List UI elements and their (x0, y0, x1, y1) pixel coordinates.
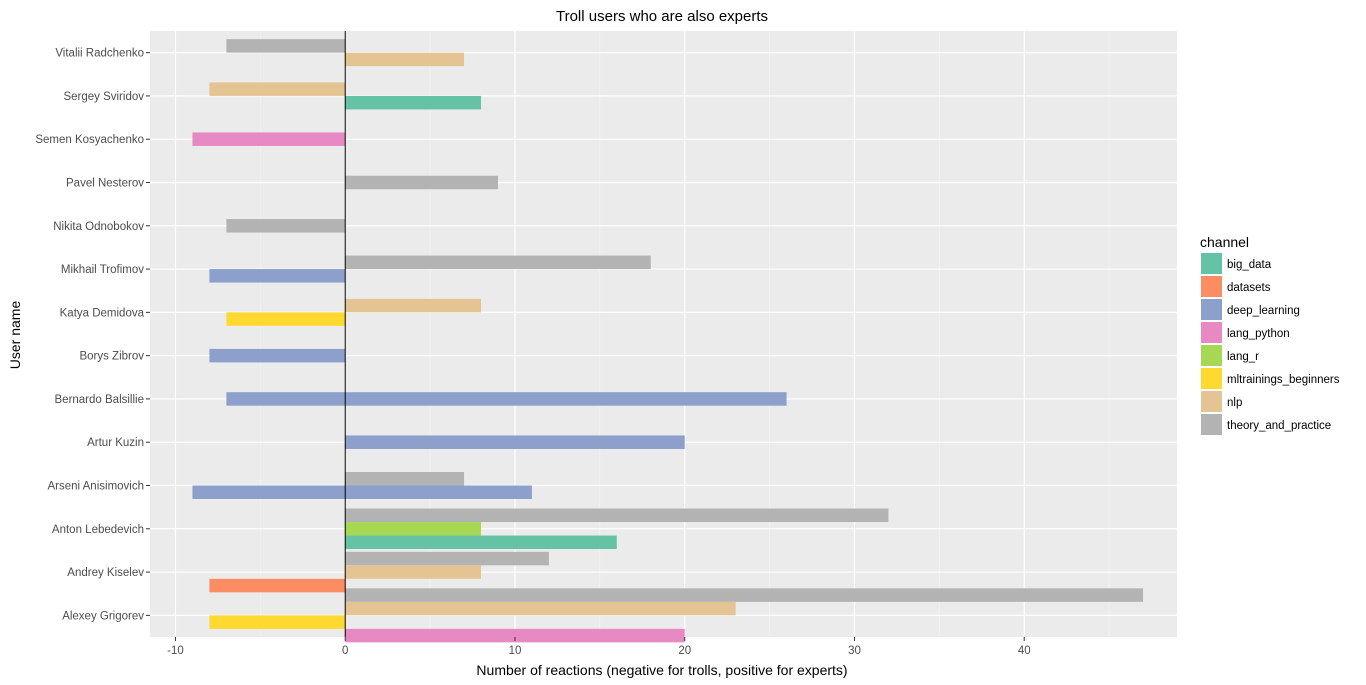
legend-label-mltrainings_beginners: mltrainings_beginners (1227, 374, 1340, 386)
x-tick-label: 0 (342, 645, 348, 657)
bar-deep_learning (345, 392, 787, 406)
legend-swatch-deep_learning (1201, 299, 1222, 320)
y-tick-label: Andrey Kiselev (67, 567, 144, 579)
y-tick-label: Vitalii Radchenko (55, 48, 144, 60)
bar-theory_and_practice (345, 588, 1144, 602)
bar-mltrainings_beginners (226, 312, 346, 326)
y-tick-labels: Alexey Grigorev Andrey Kiselev Anton Lebed… (35, 48, 150, 622)
bar-theory_and_practice (226, 219, 346, 233)
y-tick-label: Anton Lebedevich (52, 524, 144, 536)
x-axis-title: Number of reactions (negative for trolls… (476, 662, 847, 678)
legend-swatch-lang_r (1201, 345, 1222, 366)
legend-label-big_data: big_data (1227, 259, 1272, 271)
x-tick-label: 40 (1018, 645, 1031, 657)
bar-deep_learning (345, 435, 685, 449)
legend-swatch-big_data (1201, 253, 1222, 274)
x-tick-label: 20 (678, 645, 691, 657)
bar-theory_and_practice (345, 472, 465, 486)
bar-deep_learning (192, 485, 346, 499)
y-tick-label: Pavel Nesterov (66, 178, 144, 190)
legend-label-nlp: nlp (1227, 397, 1242, 409)
chart-title: Troll users who are also experts (556, 8, 768, 25)
bar-deep_learning (209, 269, 346, 283)
x-tick-label: 10 (509, 645, 522, 657)
bar-theory_and_practice (345, 551, 549, 566)
legend-swatch-datasets (1201, 276, 1222, 297)
legend-label-deep_learning: deep_learning (1227, 305, 1300, 317)
bar-theory_and_practice (226, 39, 346, 53)
bar-theory_and_practice (345, 255, 651, 270)
legend-swatch-lang_python (1201, 322, 1222, 343)
plot-background (150, 31, 1177, 637)
legend-label-theory_and_practice: theory_and_practice (1227, 420, 1331, 432)
x-tick-label: -10 (167, 645, 184, 657)
y-tick-label: Semen Kosyachenko (35, 134, 144, 146)
legend-label-lang_r: lang_r (1227, 351, 1259, 363)
y-tick-label: Alexey Grigorev (62, 610, 144, 622)
bar-big_data (345, 95, 482, 110)
x-tick-label: 30 (848, 645, 861, 657)
bar-deep_learning (209, 348, 346, 363)
bar-nlp (209, 82, 346, 96)
bar-nlp (345, 298, 482, 313)
legend-label-datasets: datasets (1227, 282, 1271, 294)
y-tick-label: Mikhail Trofimov (61, 264, 144, 276)
y-tick-label: Arseni Anisimovich (47, 481, 144, 493)
bar-nlp (345, 52, 465, 67)
bar-deep_learning (226, 392, 346, 406)
y-tick-label: Artur Kuzin (87, 437, 144, 449)
bar-nlp (345, 565, 482, 579)
y-axis-title: User name (7, 301, 23, 370)
y-tick-label: Katya Demidova (60, 307, 145, 319)
bar-nlp (345, 601, 736, 616)
bar-lang_r (345, 522, 482, 536)
legend-swatch-theory_and_practice (1201, 414, 1222, 435)
plot-area (150, 31, 1177, 643)
bar-theory_and_practice (345, 175, 498, 190)
legend-label-lang_python: lang_python (1227, 328, 1290, 340)
bar-mltrainings_beginners (209, 615, 346, 629)
legend-title: channel (1200, 234, 1249, 250)
y-tick-label: Nikita Odnobokov (53, 221, 144, 233)
legend: channel big_data datasets deep_learninglan… (1200, 234, 1340, 435)
y-tick-label: Sergey Sviridov (63, 91, 144, 103)
legend-swatch-nlp (1201, 391, 1222, 412)
bar-datasets (209, 578, 346, 593)
bar-big_data (345, 535, 617, 550)
y-tick-label: Bernardo Balsillie (55, 394, 145, 406)
legend-swatch-mltrainings_beginners (1201, 368, 1222, 389)
y-tick-label: Borys Zibrov (79, 351, 144, 363)
bar-theory_and_practice (345, 508, 889, 523)
bar-deep_learning (345, 485, 532, 499)
x-tick-labels: -10 0 10 20 30 40 (167, 637, 1031, 657)
bar-lang_python (192, 132, 346, 146)
bar-lang_python (345, 628, 685, 643)
